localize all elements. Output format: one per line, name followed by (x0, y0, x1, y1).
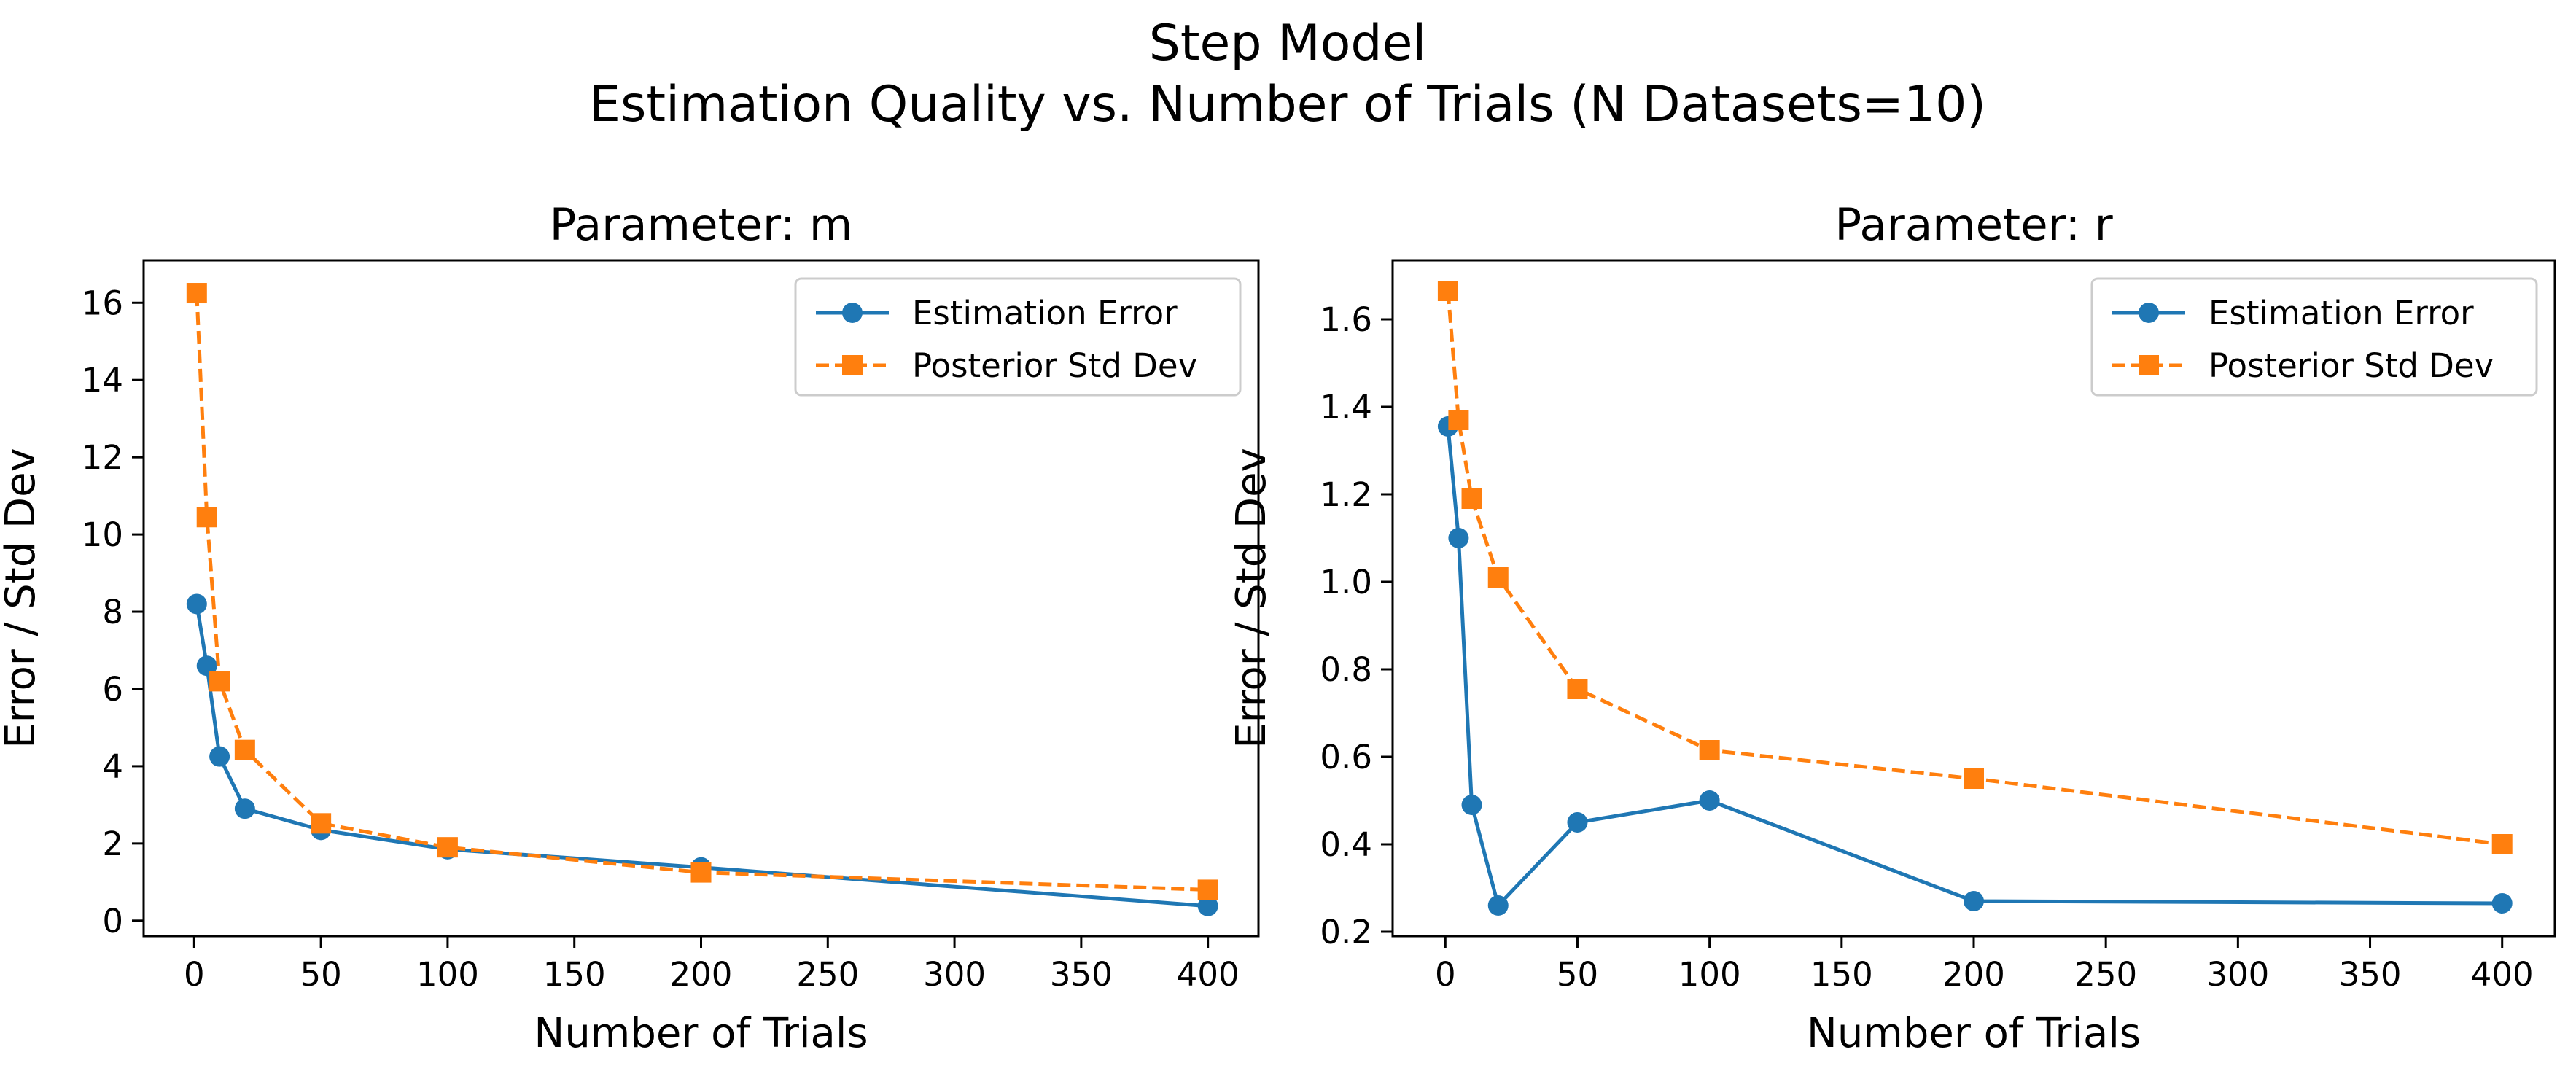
figure-title-line1: Step Model (1149, 15, 1427, 72)
data-point-estimation-error (196, 655, 217, 677)
legend-marker-square (2139, 355, 2159, 375)
y-tick-label: 0.8 (1320, 650, 1372, 689)
data-point-estimation-error (186, 593, 207, 615)
x-tick-label: 400 (2471, 955, 2534, 994)
series-line-posterior-std (195, 292, 1208, 892)
data-point-estimation-error (1197, 895, 1218, 916)
legend-box (2090, 277, 2538, 397)
x-tick-label: 50 (300, 955, 341, 994)
data-point-posterior-std (1964, 768, 1984, 789)
data-point-posterior-std (234, 739, 255, 760)
data-point-estimation-error (1448, 528, 1469, 548)
y-tick-label: 1.6 (1320, 300, 1372, 339)
y-tick-label: 12 (82, 438, 123, 477)
x-axis-label: Number of Trials (1807, 1010, 2141, 1057)
x-tick-label: 200 (1942, 955, 2005, 994)
x-tick-label: 350 (1050, 955, 1113, 994)
x-tick-label: 400 (1177, 955, 1240, 994)
y-tick-label: 1.2 (1320, 475, 1372, 514)
x-tick-label: 150 (543, 955, 606, 994)
x-tick-label: 50 (1557, 955, 1598, 994)
data-point-posterior-std (1448, 410, 1469, 430)
x-tick-label: 250 (796, 955, 859, 994)
series-line-posterior-std (1446, 290, 2503, 846)
data-point-posterior-std (2491, 834, 2513, 854)
data-point-posterior-std (1699, 740, 1720, 760)
data-point-estimation-error (2491, 893, 2513, 914)
x-tick-label: 100 (1678, 955, 1741, 994)
y-tick-label: 6 (102, 670, 123, 709)
y-tick-label: 0.2 (1320, 913, 1372, 951)
x-tick-label: 300 (923, 955, 986, 994)
data-point-posterior-std (1461, 488, 1482, 509)
y-tick-label: 10 (82, 515, 123, 554)
axes-title: Parameter: r (1834, 199, 2113, 251)
legend-entry-label: Posterior Std Dev (2209, 346, 2494, 385)
y-tick-label: 8 (102, 593, 123, 631)
legend-entry-label: Estimation Error (2209, 294, 2474, 332)
axes-title: Parameter: m (550, 199, 853, 251)
data-point-posterior-std (437, 837, 458, 858)
x-tick-label: 150 (1810, 955, 1873, 994)
y-tick-label: 1.0 (1320, 563, 1372, 601)
data-point-posterior-std (311, 813, 332, 834)
x-tick-label: 350 (2339, 955, 2402, 994)
y-tick-label: 0 (102, 902, 123, 940)
data-point-estimation-error (1567, 812, 1588, 833)
data-point-posterior-std (690, 862, 712, 883)
series-line-estimation-error (195, 604, 1208, 908)
y-axis-label: Error / Std Dev (1228, 448, 1275, 749)
x-tick-label: 300 (2206, 955, 2269, 994)
data-point-estimation-error (1699, 790, 1720, 811)
data-point-posterior-std (1197, 879, 1218, 900)
legend-marker-circle (2139, 303, 2159, 323)
x-tick-label: 200 (670, 955, 733, 994)
data-point-posterior-std (196, 507, 217, 528)
legend-marker-circle (842, 303, 863, 323)
chart-panel-2: Parameter: r 0 50 100 150 200 250 300 350 400 0.2 0… (1228, 199, 2556, 1057)
data-point-posterior-std (209, 671, 230, 692)
y-tick-label: 1.4 (1320, 388, 1372, 427)
y-tick-label: 4 (102, 747, 123, 786)
legend-box (794, 277, 1242, 397)
y-axis-label: Error / Std Dev (0, 448, 44, 749)
y-tick-label: 14 (82, 361, 123, 400)
data-point-posterior-std (186, 283, 207, 304)
x-axis-label: Number of Trials (534, 1010, 868, 1057)
data-point-estimation-error (1461, 795, 1482, 815)
data-point-estimation-error (209, 746, 230, 767)
figure-title-line2: Estimation Quality vs. Number of Trials … (589, 76, 1986, 133)
data-point-estimation-error (1964, 891, 1984, 911)
data-point-posterior-std (1437, 281, 1458, 301)
plot-area-frame (1391, 259, 2556, 938)
legend-entry-label: Posterior Std Dev (912, 346, 1197, 385)
y-tick-label: 0.6 (1320, 738, 1372, 776)
series-line-estimation-error (1446, 426, 2502, 908)
legend: Estimation Error Posterior Std Dev (794, 277, 1242, 397)
plot-area-frame (142, 259, 1260, 938)
y-tick-label: 2 (102, 825, 123, 863)
x-tick-label: 100 (416, 955, 479, 994)
data-point-posterior-std (1487, 567, 1509, 588)
data-point-posterior-std (1567, 679, 1588, 699)
y-tick-label: 16 (82, 284, 123, 322)
legend-marker-square (842, 355, 863, 375)
y-tick-label: 0.4 (1320, 825, 1372, 864)
x-tick-label: 0 (1435, 955, 1456, 994)
data-point-estimation-error (1487, 895, 1509, 916)
legend-entry-label: Estimation Error (912, 294, 1178, 332)
x-tick-label: 0 (184, 955, 205, 994)
legend: Estimation Error Posterior Std Dev (2090, 277, 2538, 397)
x-tick-label: 250 (2074, 955, 2137, 994)
chart-panel-1: Parameter: m 0 50 100 150 200 250 300 350 400 0 2 4 6… (0, 199, 1260, 1057)
data-point-estimation-error (234, 798, 255, 819)
